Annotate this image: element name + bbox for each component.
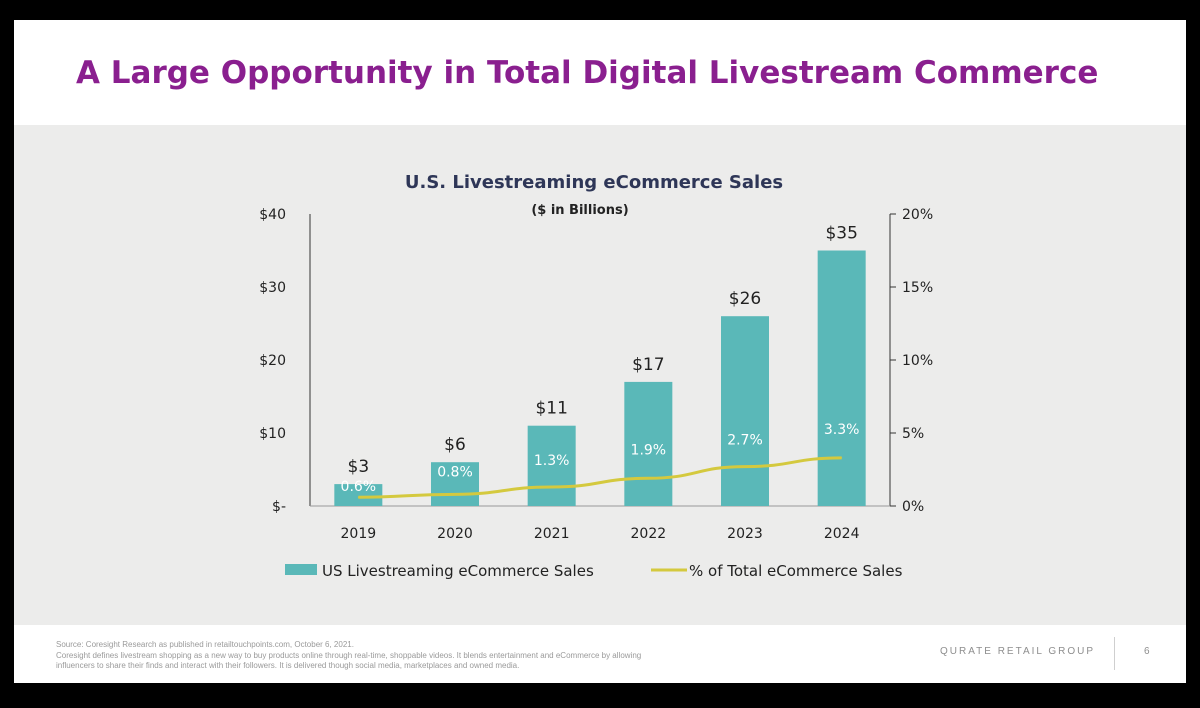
livestream-sales-chart: U.S. Livestreaming eCommerce Sales ($ in … <box>259 172 933 580</box>
chart-title: U.S. Livestreaming eCommerce Sales <box>405 172 783 193</box>
percent-point <box>551 486 553 488</box>
percent-data-label: 0.6% <box>341 479 377 495</box>
chart-panel: U.S. Livestreaming eCommerce Sales ($ in … <box>14 125 1186 625</box>
right-axis-tick-label: 0% <box>902 499 924 515</box>
left-axis-tick-label: $30 <box>259 280 286 296</box>
x-axis-tick-label: 2020 <box>437 526 473 542</box>
percent-data-label: 1.3% <box>534 453 570 469</box>
bar <box>431 462 479 506</box>
percent-data-label: 2.7% <box>727 433 763 449</box>
percent-data-label: 3.3% <box>824 422 860 438</box>
legend-label-line: % of Total eCommerce Sales <box>689 562 903 580</box>
x-axis-tick-label: 2023 <box>727 526 763 542</box>
slide-title: A Large Opportunity in Total Digital Liv… <box>76 55 1099 91</box>
bar <box>721 316 769 506</box>
bar <box>624 381 673 506</box>
right-axis-tick-label: 10% <box>902 353 933 369</box>
bar-value-label: $11 <box>535 399 567 419</box>
left-axis-tick-label: $20 <box>259 353 286 369</box>
footnote: Source: Coresight Research as published … <box>56 640 816 672</box>
percent-point <box>454 493 456 495</box>
bar-value-label: $35 <box>825 224 857 244</box>
footer-divider <box>1114 637 1115 670</box>
brand-wordmark: QURATE RETAIL GROUP <box>940 646 1096 657</box>
bar <box>527 425 576 506</box>
x-axis-tick-label: 2019 <box>341 526 377 542</box>
legend-label-bars: US Livestreaming eCommerce Sales <box>322 562 594 580</box>
percent-line <box>358 456 842 499</box>
percent-data-label: 0.8% <box>437 464 473 480</box>
left-axis-tick-label: $40 <box>259 207 286 223</box>
footnote-definition-line-2: influencers to share their finds and int… <box>56 661 520 670</box>
slide: A Large Opportunity in Total Digital Liv… <box>14 20 1186 683</box>
right-axis-tick-label: 15% <box>902 280 933 296</box>
page-number: 6 <box>1144 646 1150 657</box>
footnote-definition-line-1: Coresight defines livestream shopping as… <box>56 650 642 660</box>
x-axis-tick-label: 2022 <box>631 526 667 542</box>
percent-point <box>357 496 359 498</box>
bar-value-label: $3 <box>348 457 370 477</box>
x-axis-tick-label: 2021 <box>534 526 570 542</box>
left-axis-tick-label: $- <box>272 499 286 515</box>
bar <box>334 484 383 506</box>
percent-point <box>744 466 746 468</box>
bar-value-label: $26 <box>729 289 761 309</box>
legend-swatch-bars <box>285 564 317 575</box>
bar-value-label: $6 <box>444 435 466 455</box>
chart-subtitle: ($ in Billions) <box>531 203 628 218</box>
footnote-source: Source: Coresight Research as published … <box>56 640 354 649</box>
percent-point <box>841 457 843 459</box>
x-axis-tick-label: 2024 <box>824 526 860 542</box>
left-axis-tick-label: $10 <box>259 426 286 442</box>
right-axis-tick-label: 5% <box>902 426 924 442</box>
percent-point <box>647 477 649 479</box>
right-axis-tick-label: 20% <box>902 207 933 223</box>
bar <box>817 250 866 506</box>
percent-data-label: 1.9% <box>631 442 667 458</box>
bar-value-label: $17 <box>632 355 664 375</box>
